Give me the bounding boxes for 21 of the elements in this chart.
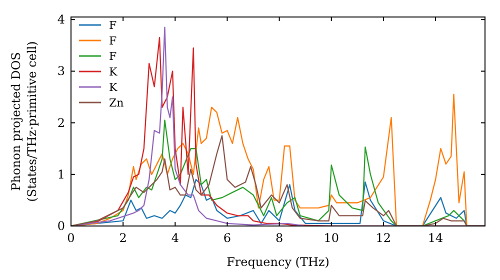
legend-label: F bbox=[109, 19, 117, 32]
x-tick-label: 8 bbox=[275, 231, 284, 245]
legend-label: K bbox=[109, 66, 118, 78]
y-tick-label: 2 bbox=[57, 116, 65, 130]
y-tick-label: 1 bbox=[57, 167, 65, 182]
x-tick-label: 2 bbox=[119, 231, 127, 245]
legend-label: F bbox=[109, 34, 117, 48]
y-tick-label: 3 bbox=[57, 64, 65, 78]
y-tick-label: 4 bbox=[57, 12, 66, 27]
y-tick-label: 0 bbox=[57, 219, 65, 233]
x-tick-label: 12 bbox=[376, 231, 392, 245]
x-axis-title: Frequency (THz) bbox=[226, 255, 330, 269]
y-axis-title: Phonon projected DOS (States/THz·primitive cell) bbox=[9, 41, 39, 202]
x-tick-label: 4 bbox=[171, 231, 180, 245]
legend-label: F bbox=[109, 50, 117, 63]
x-tick-label: 6 bbox=[223, 231, 232, 245]
legend-label: Zn bbox=[109, 96, 124, 110]
x-tick-label: 0 bbox=[67, 231, 75, 245]
x-tick-label: 14 bbox=[428, 231, 444, 245]
legend-label: K bbox=[109, 81, 118, 94]
x-tick-label: 10 bbox=[324, 231, 340, 245]
